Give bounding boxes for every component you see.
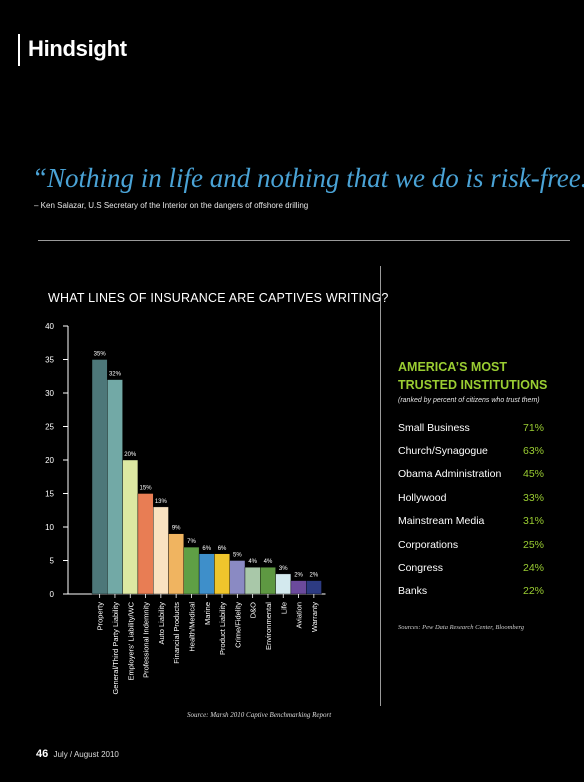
trust-source: Sources: Pew Data Research Center, Bloom… [398,624,525,631]
category-label: Financial Products [172,602,181,664]
trust-row: Church/Synagogue 63% [398,439,544,462]
bar [183,546,200,595]
category-label: Aviation [295,602,304,629]
trust-name: Small Business [398,421,470,434]
bar [275,573,292,595]
y-tick-label: 0 [50,590,55,599]
bar-value-label: 35% [94,352,107,358]
bar-value-label: 3% [279,566,288,572]
chart-source: Source: Marsh 2010 Captive Benchmarking … [187,711,332,719]
y-tick-label: 25 [45,423,54,432]
bar-value-label: 20% [124,452,137,458]
category-label: Marine [203,602,212,625]
bar [290,580,307,595]
trust-pct: 71% [522,421,544,434]
y-tick-label: 10 [45,523,54,532]
category-label: Crime/Fidelity [233,602,242,648]
bar [152,506,169,595]
y-tick-label: 40 [45,322,54,331]
category-label: General/Third Party Liability [111,602,120,695]
trust-pct: 33% [522,491,544,504]
category-label: Professional Indemnity [142,602,151,678]
y-tick-label: 20 [45,456,54,465]
y-tick-label: 5 [50,557,55,566]
chart-title: WHAT LINES OF INSURANCE ARE CAPTIVES WRI… [48,291,389,305]
bar [260,567,276,595]
category-label: Environmental [264,602,273,650]
bar-value-label: 32% [109,372,122,378]
category-label: Health/Medical [187,602,196,652]
bar [91,359,108,595]
bar [229,560,246,595]
bar-value-label: 4% [264,559,273,565]
trust-name: Banks [398,585,428,598]
trust-title: AMERICA’S MOST TRUSTED INSTITUTIONS [398,360,548,392]
category-label: Auto Liability [157,602,166,645]
page-footer: 46 July / August 2010 [36,748,119,760]
bar-value-label: 2% [294,573,303,579]
bar [168,533,185,595]
category-label: Property [96,602,105,631]
trust-pct: 25% [522,538,544,551]
category-label: D&O [249,602,258,618]
trust-pct: 24% [522,562,544,575]
bar [306,580,322,595]
bar-value-label: 9% [172,526,181,532]
bar-value-label: 6% [202,546,211,552]
trust-name: Congress [398,562,443,575]
trust-pct: 45% [522,468,544,481]
vertical-divider [380,266,381,706]
trust-row: Banks 22% [398,580,544,603]
bar [214,553,230,595]
trust-row: Congress 24% [398,556,544,579]
trust-row: Mainstream Media 31% [398,510,544,533]
page-number: 46 [36,748,49,760]
category-label: Life [279,602,288,614]
bar-value-label: 4% [248,559,257,565]
bar-value-label: 7% [187,539,196,545]
bar-value-label: 6% [218,546,227,552]
quote-attribution: – Ken Salazar, U.S Secretary of the Inte… [34,201,309,210]
trust-list: Small Business 71% Church/Synagogue 63% Ob… [398,416,544,603]
category-label: Employers' Liability/WC [126,601,135,680]
y-tick-label: 35 [45,356,54,365]
trust-row: Obama Administration 45% [398,463,544,486]
trust-name: Mainstream Media [398,515,485,528]
trust-pct: 22% [522,585,544,598]
category-label: Product Liability [218,602,227,655]
trust-pct: 31% [522,515,544,528]
y-tick-label: 30 [45,389,54,398]
bar [137,493,154,595]
trust-pct: 63% [522,445,544,458]
bar-value-label: 15% [140,486,153,492]
section-title: Hindsight [28,36,127,61]
trust-subtitle: (ranked by percent of citizens who trust… [398,397,540,404]
bar [198,553,215,595]
horizontal-divider [38,240,570,241]
trust-name: Hollywood [398,491,447,504]
bar-chart: 0 5 10 15 20 25 30 35 40 35% Property 32% General/Th… [45,322,326,695]
y-tick-label: 15 [45,490,54,499]
trust-row: Small Business 71% [398,416,544,439]
trust-name: Church/Synagogue [398,445,488,458]
category-label: Warranty [310,602,319,632]
bar [244,567,261,595]
bar [107,379,123,595]
trust-name: Corporations [398,538,459,551]
bar-value-label: 2% [310,573,319,579]
trust-row: Hollywood 33% [398,486,544,509]
bar [122,459,139,595]
bar-value-label: 5% [233,553,242,559]
issue-date: July / August 2010 [53,750,119,759]
section-rule [18,34,20,66]
trust-name: Obama Administration [398,468,502,481]
trust-row: Corporations 25% [398,533,544,556]
pull-quote: “Nothing in life and nothing that we do … [32,163,584,193]
bar-value-label: 13% [155,499,168,505]
